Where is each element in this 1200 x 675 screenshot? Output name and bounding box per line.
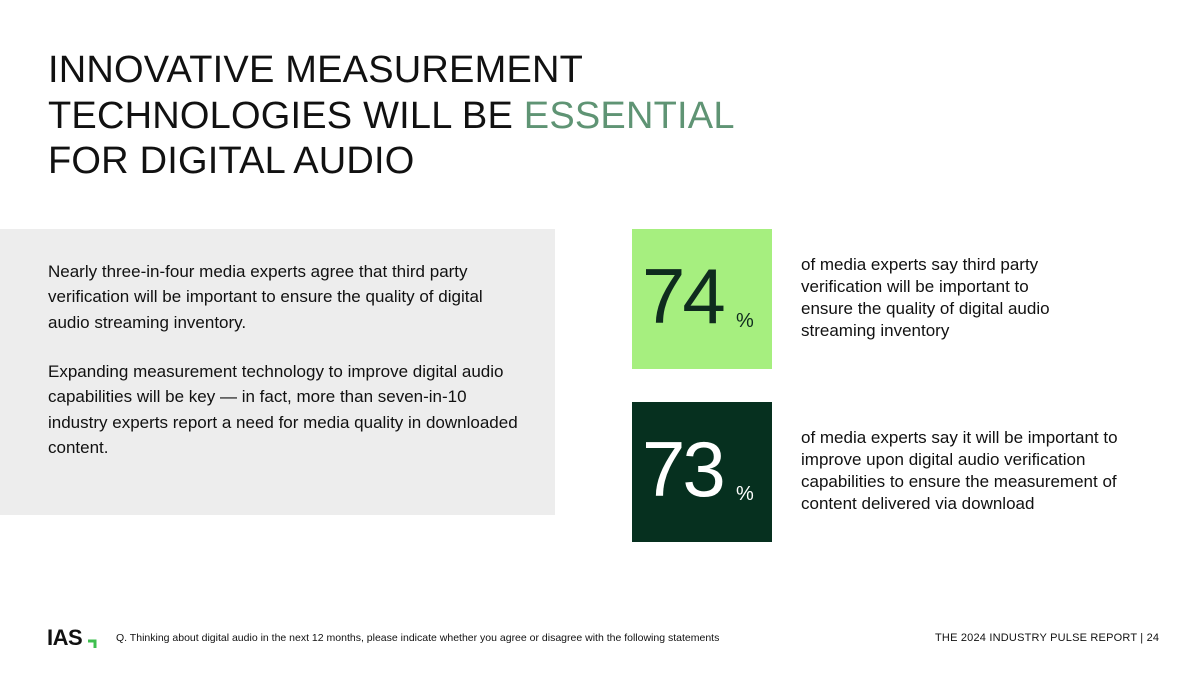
- stat-box-74: 74 %: [632, 229, 772, 369]
- logo-wordmark: IAS: [47, 625, 83, 650]
- stat-value: 73: [642, 425, 726, 513]
- report-name-page-number: THE 2024 INDUSTRY PULSE REPORT | 24: [935, 632, 1160, 644]
- stat-percent-sign: %: [736, 483, 754, 505]
- ias-logo: IAS: [47, 625, 99, 651]
- stat-description-73: of media experts say it will be importan…: [801, 428, 1118, 513]
- stat-value: 74: [642, 252, 726, 340]
- summary-paragraph-2: Expanding measurement technology to impr…: [48, 362, 518, 457]
- stat-description-74: of media experts say third party verific…: [801, 255, 1050, 340]
- page-title: INNOVATIVE MEASUREMENT TECHNOLOGIES WILL …: [48, 48, 768, 185]
- summary-paragraph-1: Nearly three-in-four media experts agree…: [48, 262, 483, 332]
- survey-question-footnote: Q. Thinking about digital audio in the n…: [116, 632, 720, 644]
- title-line-1: INNOVATIVE MEASUREMENT: [48, 49, 584, 91]
- title-accent-word: ESSENTIAL: [523, 94, 735, 137]
- title-line-2: TECHNOLOGIES WILL BE: [48, 94, 524, 137]
- summary-panel: Nearly three-in-four media experts agree…: [0, 229, 555, 515]
- title-line-3: FOR DIGITAL AUDIO: [48, 140, 415, 182]
- stat-percent-sign: %: [736, 310, 754, 332]
- logo-corner-mark-icon: [88, 639, 97, 648]
- stat-box-73: 73 %: [632, 402, 772, 542]
